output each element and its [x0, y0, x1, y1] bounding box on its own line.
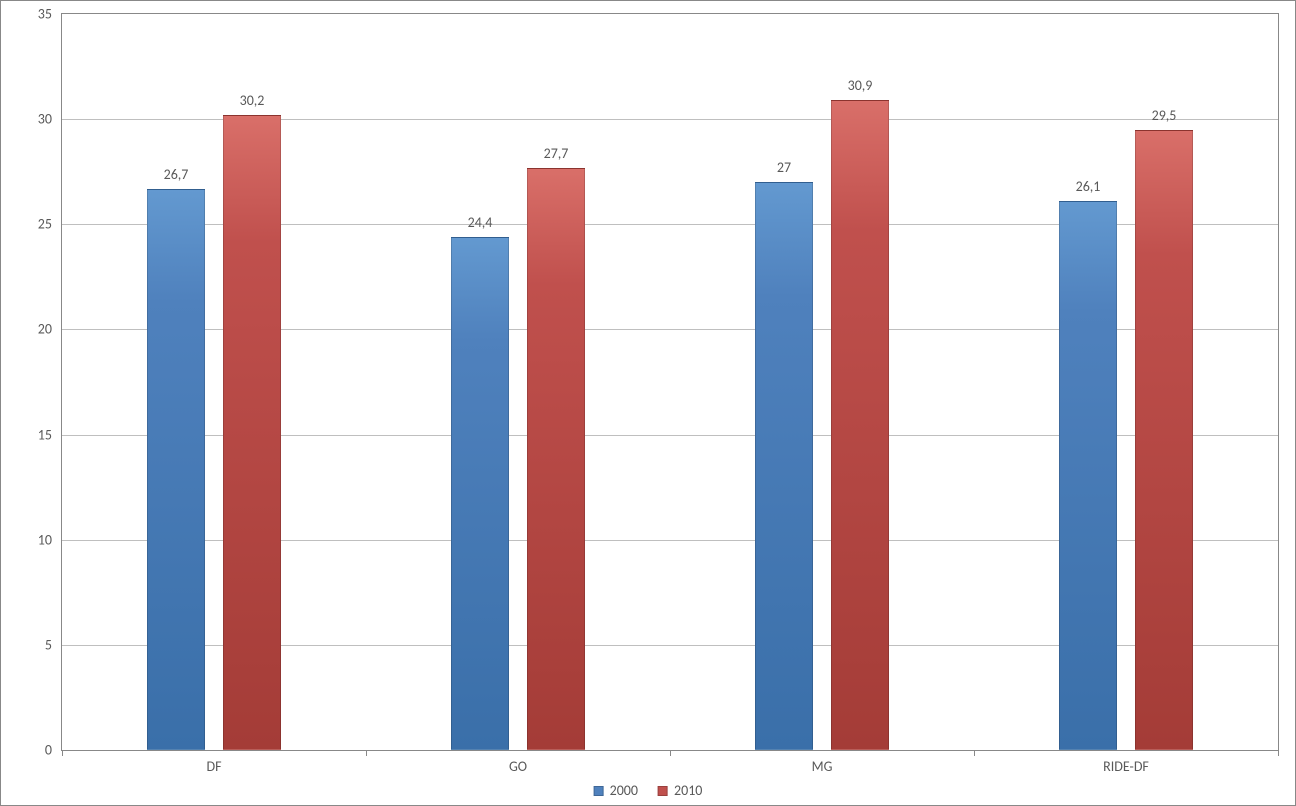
bar-fill	[147, 189, 205, 750]
x-tick-label: MG	[812, 758, 833, 775]
bar-value-label: 26,7	[164, 166, 189, 183]
x-tick	[1278, 750, 1279, 756]
bar-2000: 26,7	[147, 189, 205, 750]
y-tick-label: 15	[38, 426, 52, 443]
bar-value-label: 30,2	[240, 92, 265, 109]
y-tick-label: 30	[38, 111, 52, 128]
bar-value-label: 29,5	[1152, 107, 1177, 124]
y-tick-label: 0	[45, 742, 52, 759]
bar-fill	[1135, 130, 1193, 750]
x-tick	[62, 750, 63, 756]
legend-swatch	[594, 786, 604, 796]
x-tick	[670, 750, 671, 756]
bar-2010: 27,7	[527, 168, 585, 750]
y-tick-label: 35	[38, 6, 52, 23]
bar-value-label: 24,4	[468, 214, 493, 231]
legend-label: 2010	[674, 782, 702, 799]
bar-fill	[755, 182, 813, 750]
bar-fill	[527, 168, 585, 750]
x-tick	[366, 750, 367, 756]
bar-2010: 29,5	[1135, 130, 1193, 750]
chart-container: 05101520253035DF26,730,2GO24,427,7MG2730…	[0, 0, 1296, 806]
legend-item: 2010	[658, 782, 702, 799]
bar-fill	[223, 115, 281, 750]
legend: 2000 2010	[594, 782, 703, 799]
x-tick-label: DF	[206, 758, 221, 775]
legend-swatch	[658, 786, 668, 796]
bar-2010: 30,9	[831, 100, 889, 750]
bar-fill	[451, 237, 509, 750]
legend-item: 2000	[594, 782, 638, 799]
x-tick	[974, 750, 975, 756]
y-tick-label: 5	[45, 636, 52, 653]
bar-fill	[831, 100, 889, 750]
bar-2000: 27	[755, 182, 813, 750]
legend-label: 2000	[610, 782, 638, 799]
plot-area: 05101520253035DF26,730,2GO24,427,7MG2730…	[61, 13, 1279, 751]
y-tick-label: 25	[38, 216, 52, 233]
y-tick-label: 20	[38, 321, 52, 338]
bar-value-label: 27	[777, 159, 791, 176]
bar-2010: 30,2	[223, 115, 281, 750]
x-tick-label: RIDE-DF	[1103, 758, 1149, 775]
x-tick-label: GO	[509, 758, 527, 775]
bar-value-label: 27,7	[544, 145, 569, 162]
bar-value-label: 30,9	[848, 77, 873, 94]
bar-2000: 26,1	[1059, 201, 1117, 750]
y-tick-label: 10	[38, 531, 52, 548]
bar-value-label: 26,1	[1076, 178, 1101, 195]
bar-2000: 24,4	[451, 237, 509, 750]
bar-fill	[1059, 201, 1117, 750]
